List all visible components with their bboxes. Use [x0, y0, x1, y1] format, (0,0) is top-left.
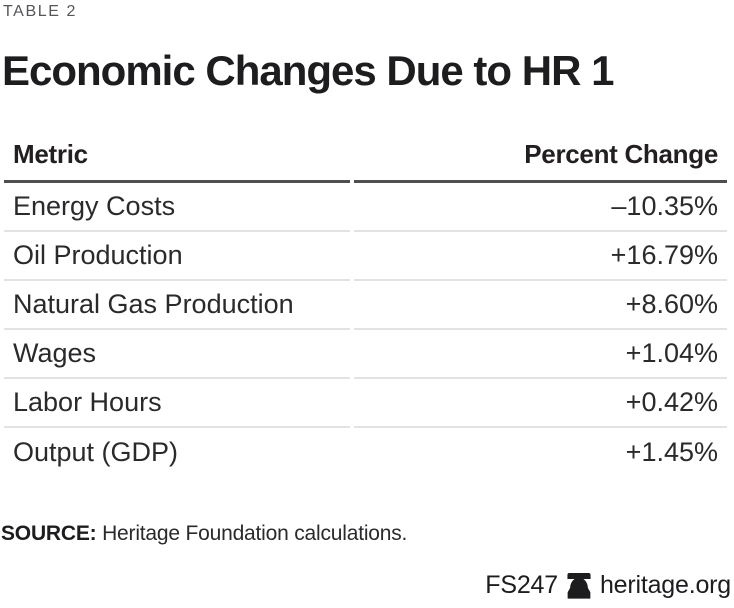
- website-url: heritage.org: [599, 571, 731, 599]
- source-text: Heritage Foundation calculations.: [102, 521, 408, 545]
- table-row: Labor Hours +0.42%: [4, 379, 727, 428]
- page-title: Economic Changes Due to HR 1: [2, 46, 614, 94]
- value-cell: +0.42%: [354, 379, 727, 428]
- value-cell: +16.79%: [354, 232, 727, 281]
- table-row: Energy Costs –10.35%: [4, 183, 727, 232]
- table-row: Natural Gas Production +8.60%: [4, 281, 727, 330]
- source-line: SOURCE: Heritage Foundation calculations…: [1, 522, 734, 546]
- table-row: Output (GDP) +1.45%: [4, 428, 727, 477]
- metric-cell: Labor Hours: [4, 379, 350, 428]
- value-cell: +1.45%: [625, 436, 718, 467]
- value-cell: +1.04%: [354, 330, 727, 379]
- economic-changes-table: Metric Percent Change Energy Costs –10.3…: [0, 115, 731, 477]
- factsheet-id: FS247: [485, 571, 558, 599]
- footer: FS247 heritage.org: [485, 571, 731, 600]
- column-header-metric: Metric: [4, 115, 350, 183]
- metric-cell: Output (GDP): [13, 436, 179, 467]
- table-row: Wages +1.04%: [4, 330, 727, 379]
- metric-cell: Oil Production: [4, 232, 350, 281]
- metric-cell: Energy Costs: [4, 183, 350, 232]
- metric-cell: Natural Gas Production: [4, 281, 350, 330]
- value-cell: +8.60%: [354, 281, 727, 330]
- metric-cell: Wages: [4, 330, 350, 379]
- source-label: SOURCE:: [1, 521, 97, 545]
- liberty-bell-icon: [567, 572, 591, 599]
- table-row: Oil Production +16.79%: [4, 232, 727, 281]
- column-header-percent-change: Percent Change: [354, 115, 727, 183]
- table-number-label: TABLE 2: [3, 3, 78, 20]
- table-header-row: Metric Percent Change: [4, 115, 727, 183]
- value-cell: –10.35%: [354, 183, 727, 232]
